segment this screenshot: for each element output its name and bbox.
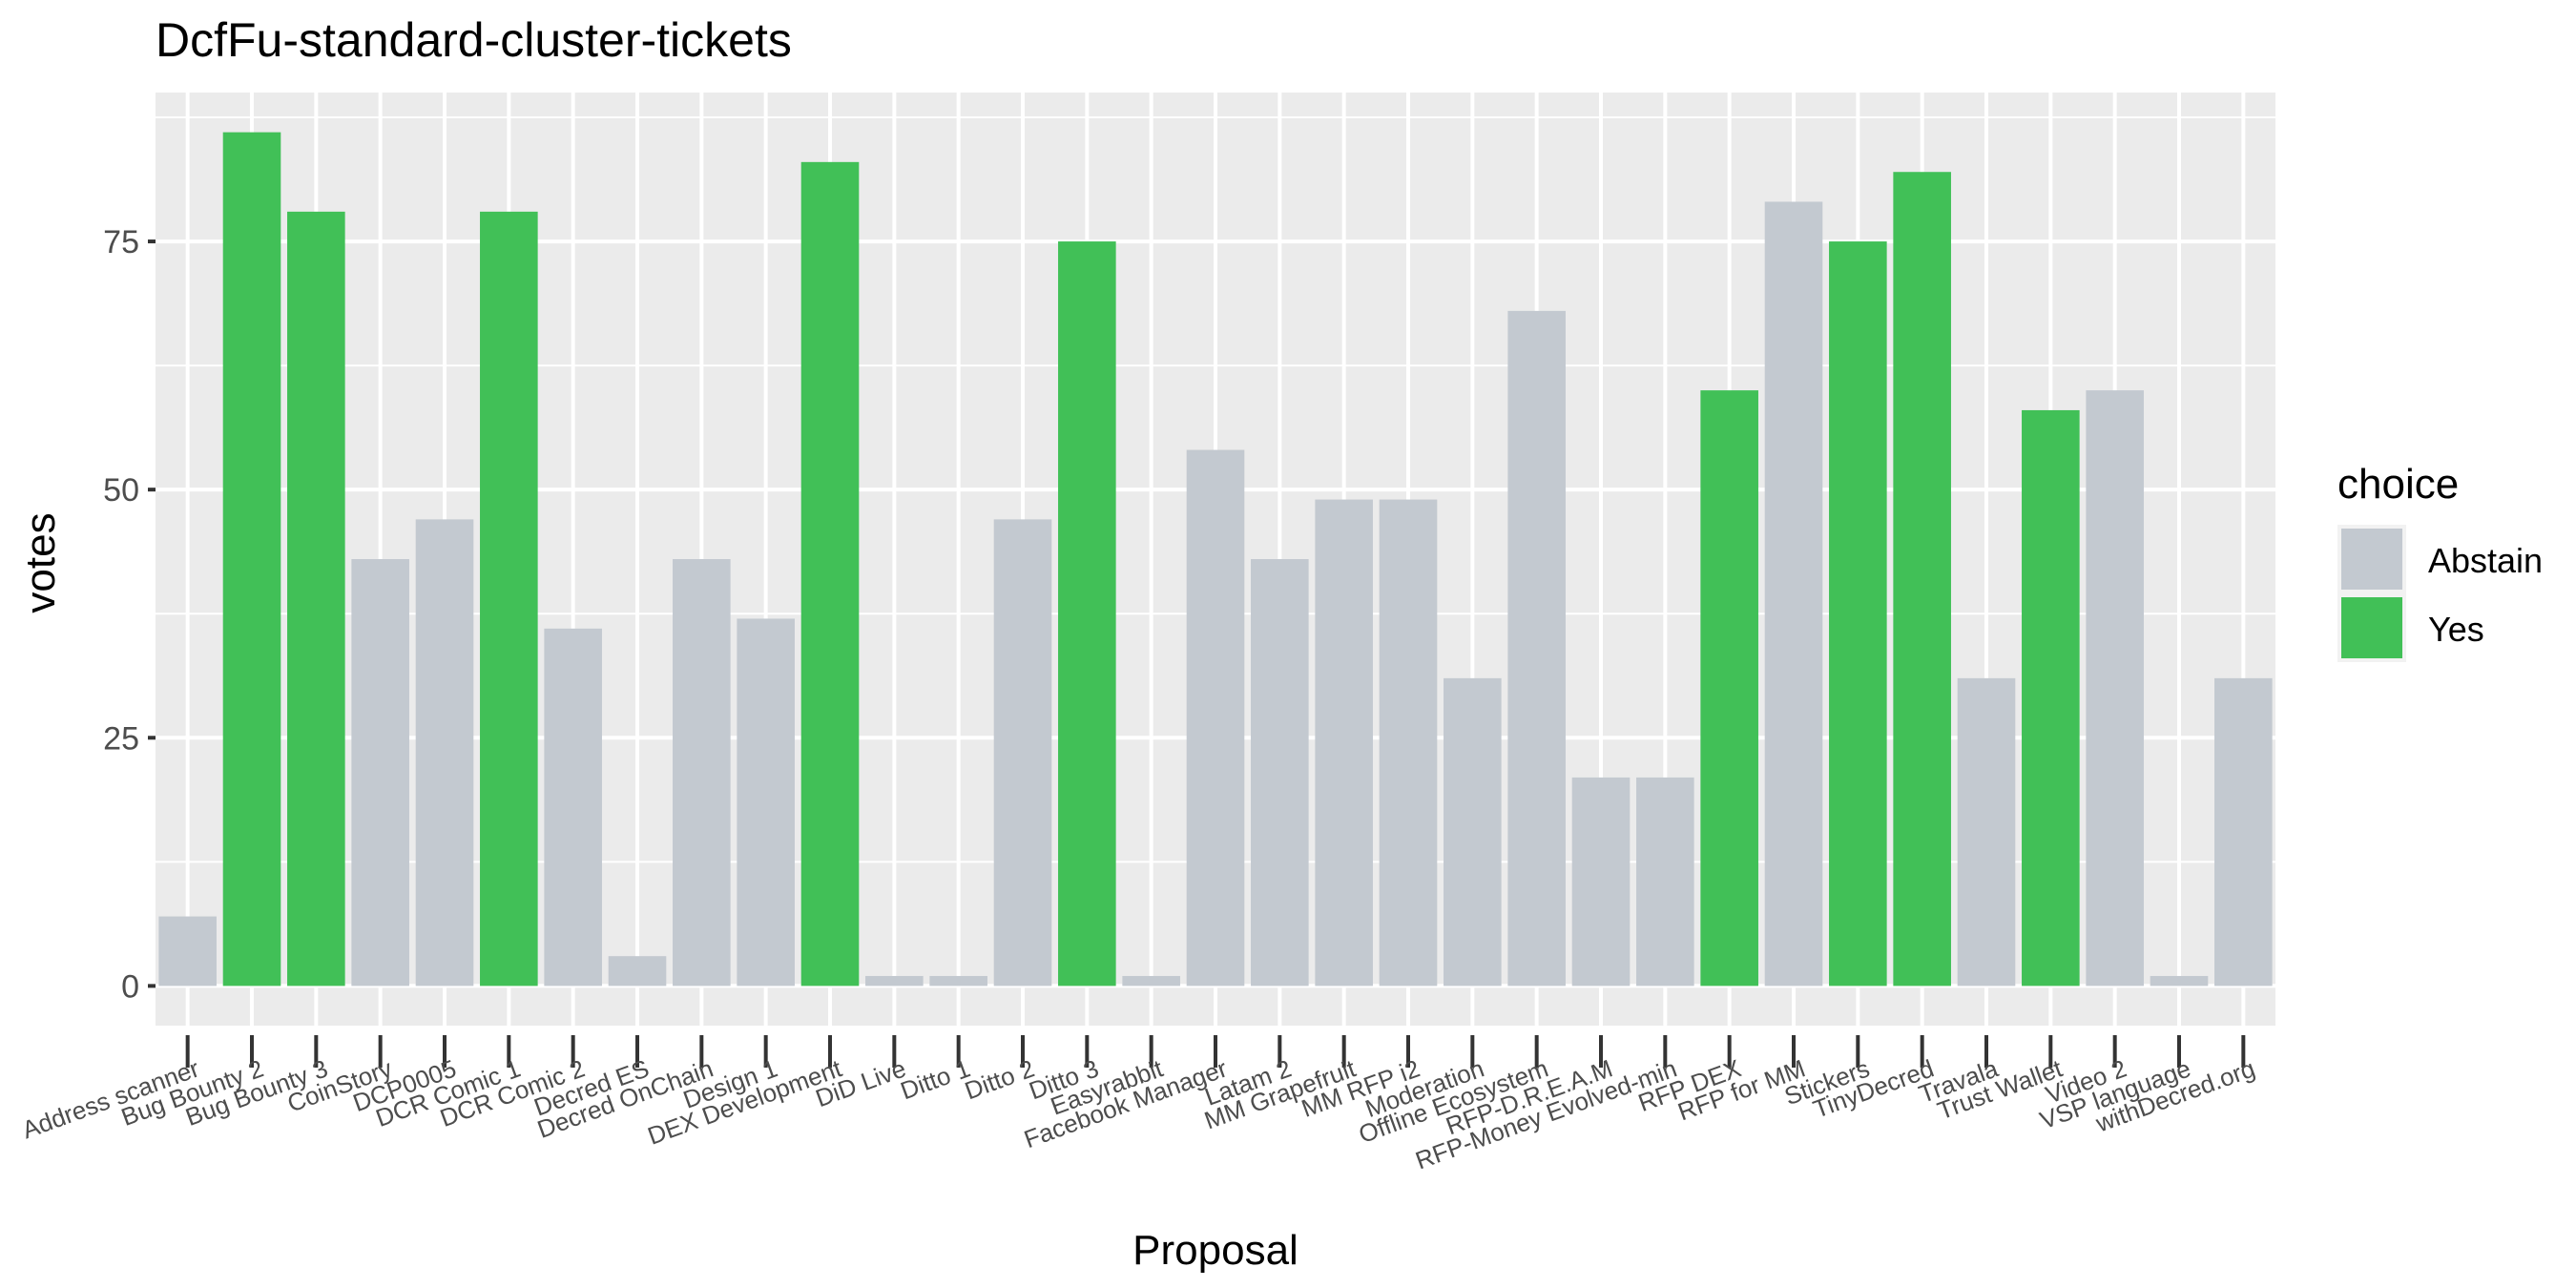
bar xyxy=(1379,499,1438,987)
y-tick-label: 25 xyxy=(103,720,139,757)
bar xyxy=(544,628,602,987)
y-tick-label: 75 xyxy=(103,224,139,260)
y-axis: 0 25 50 75 xyxy=(103,224,156,1005)
bar xyxy=(993,519,1052,987)
bar xyxy=(1636,777,1694,987)
bar xyxy=(1251,559,1309,987)
bar xyxy=(480,211,538,987)
y-tick-label: 50 xyxy=(103,472,139,509)
legend-swatch-abstain xyxy=(2341,529,2402,590)
y-tick-label: 0 xyxy=(121,968,139,1005)
bar xyxy=(2086,390,2144,987)
bar xyxy=(865,975,924,987)
bar xyxy=(2214,677,2273,987)
legend-title: choice xyxy=(2337,461,2459,508)
legend-swatch-yes xyxy=(2341,597,2402,658)
bar xyxy=(1764,201,1823,987)
bar xyxy=(287,211,345,987)
bar xyxy=(1893,172,1951,987)
bar xyxy=(1571,777,1631,987)
bar xyxy=(1058,241,1116,987)
bar xyxy=(608,956,667,987)
bars xyxy=(158,132,2273,987)
bar xyxy=(2150,975,2209,987)
bar xyxy=(351,559,409,987)
bar xyxy=(1507,310,1566,987)
bar xyxy=(673,559,731,987)
bar xyxy=(2022,409,2080,987)
bar xyxy=(737,618,795,987)
legend-label-yes: Yes xyxy=(2428,610,2484,649)
legend: choice Abstain Yes xyxy=(2337,461,2543,662)
bar xyxy=(1957,677,2016,987)
bar xyxy=(929,975,987,987)
y-axis-label: votes xyxy=(17,512,64,613)
bar xyxy=(1829,241,1887,987)
legend-label-abstain: Abstain xyxy=(2428,541,2543,580)
bar xyxy=(415,519,474,987)
bar xyxy=(1444,677,1502,987)
x-axis-label: Proposal xyxy=(1132,1227,1298,1274)
bar xyxy=(1315,499,1373,987)
bar xyxy=(222,132,281,987)
chart-title: DcfFu-standard-cluster-tickets xyxy=(156,13,792,67)
bar xyxy=(800,161,860,987)
bar xyxy=(158,916,217,987)
bar xyxy=(1186,449,1245,987)
bar xyxy=(1122,975,1180,987)
bar xyxy=(1700,390,1758,987)
